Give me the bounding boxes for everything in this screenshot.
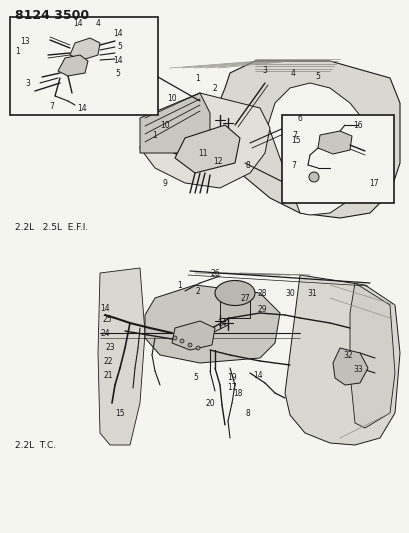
- Polygon shape: [98, 268, 145, 445]
- Text: 22: 22: [103, 357, 112, 366]
- Text: 7: 7: [49, 101, 54, 110]
- Polygon shape: [139, 93, 270, 188]
- Bar: [10, 17, 157, 115]
- Text: 23: 23: [105, 343, 115, 352]
- Text: 17: 17: [368, 179, 378, 188]
- Polygon shape: [317, 131, 351, 154]
- Text: 33: 33: [352, 366, 362, 375]
- Text: 15: 15: [115, 408, 124, 417]
- Text: 17: 17: [227, 384, 236, 392]
- Text: 7: 7: [292, 131, 297, 140]
- Text: 2.2L   2.5L  E.F.I.: 2.2L 2.5L E.F.I.: [15, 222, 88, 231]
- Bar: [220, 290, 249, 318]
- Text: 20: 20: [204, 399, 214, 408]
- Text: 26: 26: [210, 269, 219, 278]
- Text: 19: 19: [227, 374, 236, 383]
- Polygon shape: [70, 38, 100, 60]
- Bar: [281, 115, 393, 203]
- Polygon shape: [172, 321, 214, 350]
- Text: 24: 24: [100, 328, 110, 337]
- Text: 6: 6: [297, 114, 302, 123]
- Polygon shape: [145, 285, 279, 363]
- Text: 5: 5: [193, 374, 198, 383]
- Ellipse shape: [214, 280, 254, 305]
- Text: 3: 3: [25, 78, 30, 87]
- Text: 14: 14: [77, 103, 87, 112]
- Text: 21: 21: [103, 370, 112, 379]
- Text: 7: 7: [291, 160, 296, 169]
- Circle shape: [308, 172, 318, 182]
- Text: 5: 5: [117, 42, 122, 51]
- Text: 2: 2: [212, 84, 217, 93]
- Text: 12: 12: [213, 157, 222, 166]
- Text: 14: 14: [217, 319, 226, 327]
- Polygon shape: [175, 125, 239, 173]
- Text: 15: 15: [290, 135, 300, 144]
- Circle shape: [180, 339, 184, 343]
- Text: 4: 4: [95, 19, 100, 28]
- Text: 2: 2: [195, 287, 200, 295]
- Polygon shape: [58, 55, 88, 76]
- Text: 18: 18: [233, 389, 242, 398]
- Text: 9: 9: [162, 179, 167, 188]
- Text: 1: 1: [195, 74, 200, 83]
- Text: 1: 1: [16, 46, 20, 55]
- Text: 14: 14: [113, 28, 123, 37]
- Text: 16: 16: [352, 120, 362, 130]
- Polygon shape: [284, 275, 399, 445]
- Text: 25: 25: [102, 316, 112, 325]
- Text: 1: 1: [177, 280, 182, 289]
- Text: 10: 10: [167, 93, 176, 102]
- Text: 14: 14: [113, 55, 123, 64]
- Text: 4: 4: [290, 69, 295, 77]
- Text: 8: 8: [245, 160, 250, 169]
- Text: 2.2L  T.C.: 2.2L T.C.: [15, 440, 56, 449]
- Text: 14: 14: [100, 303, 110, 312]
- Polygon shape: [214, 61, 399, 218]
- Text: 11: 11: [198, 149, 207, 157]
- Text: 13: 13: [20, 36, 30, 45]
- Text: 28: 28: [256, 288, 266, 297]
- Text: 14: 14: [73, 19, 83, 28]
- Circle shape: [173, 336, 177, 340]
- Text: 5: 5: [315, 71, 320, 80]
- Circle shape: [188, 343, 191, 347]
- Circle shape: [196, 346, 200, 350]
- Text: 8124 3500: 8124 3500: [15, 9, 89, 22]
- Text: 1: 1: [152, 131, 157, 140]
- Text: 29: 29: [256, 305, 266, 314]
- Text: 3: 3: [262, 66, 267, 75]
- Text: 10: 10: [160, 120, 169, 130]
- Polygon shape: [139, 93, 209, 153]
- Text: 31: 31: [306, 288, 316, 297]
- Text: 8: 8: [245, 408, 250, 417]
- Polygon shape: [267, 83, 374, 215]
- Polygon shape: [349, 283, 394, 428]
- Text: 27: 27: [240, 294, 249, 303]
- Text: 32: 32: [342, 351, 352, 359]
- Text: 5: 5: [115, 69, 120, 77]
- Text: 14: 14: [253, 370, 262, 379]
- Text: 30: 30: [284, 288, 294, 297]
- Polygon shape: [332, 348, 367, 385]
